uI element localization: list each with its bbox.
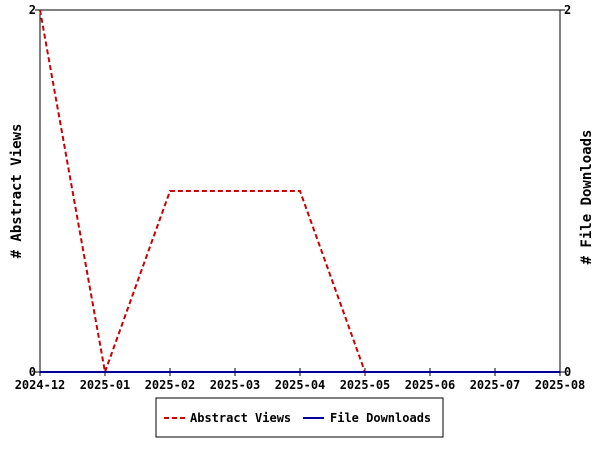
legend-label-file-downloads: File Downloads xyxy=(330,411,431,425)
x-tick-label-2025-08: 2025-08 xyxy=(535,378,586,392)
y-left-tick-label-2: 2 xyxy=(29,3,36,17)
x-axis: 2024-12 2025-01 2025-02 2025-03 2025-04 2025-… xyxy=(15,368,586,392)
y-right-tick-label-0: 0 xyxy=(564,365,571,379)
legend-label-abstract-views: Abstract Views xyxy=(190,411,291,425)
y-axis-left-title: # Abstract Views xyxy=(9,124,25,259)
y-left-tick-label-0: 0 xyxy=(29,365,36,379)
x-tick-label-2025-07: 2025-07 xyxy=(470,378,521,392)
x-tick-label-2025-03: 2025-03 xyxy=(210,378,261,392)
x-tick-label-2025-04: 2025-04 xyxy=(275,378,326,392)
legend: Abstract Views File Downloads xyxy=(155,397,444,438)
x-tick-label-2025-05: 2025-05 xyxy=(340,378,391,392)
x-tick-label-2025-02: 2025-02 xyxy=(145,378,196,392)
x-tick-label-2024-12: 2024-12 xyxy=(15,378,66,392)
y-axis-right-title: # File Downloads xyxy=(579,130,595,265)
y-axes: 0 2 0 2 xyxy=(29,3,571,379)
x-tick-label-2025-06: 2025-06 xyxy=(405,378,456,392)
series-lines xyxy=(39,9,560,376)
x-tick-label-2025-01: 2025-01 xyxy=(80,378,131,392)
y-right-tick-label-2: 2 xyxy=(564,3,571,17)
series-line-abstract-views xyxy=(39,9,560,376)
legend-box xyxy=(155,397,444,438)
